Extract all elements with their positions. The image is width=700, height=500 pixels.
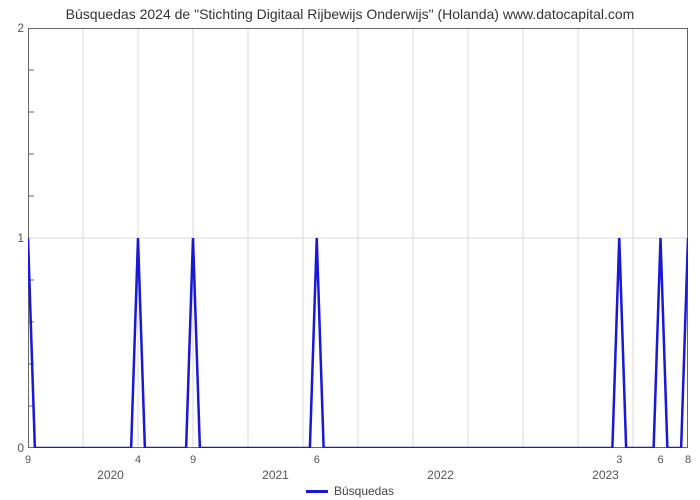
data-point-label: 6 — [657, 454, 663, 466]
chart-container: Búsquedas 2024 de "Stichting Digitaal Ri… — [0, 0, 700, 500]
plot-area: 01220202021202220239496368 — [28, 28, 688, 448]
data-point-label: 6 — [314, 454, 320, 466]
y-tick-label: 1 — [6, 231, 24, 245]
data-point-label: 3 — [616, 454, 622, 466]
legend: Búsquedas — [306, 484, 394, 498]
x-year-label: 2023 — [592, 468, 619, 482]
y-tick-label: 2 — [6, 21, 24, 35]
data-point-label: 4 — [135, 454, 141, 466]
x-year-label: 2020 — [97, 468, 124, 482]
legend-swatch — [306, 490, 328, 493]
data-point-label: 8 — [685, 454, 691, 466]
y-tick-label: 0 — [6, 441, 24, 455]
chart-svg — [28, 28, 688, 448]
chart-title: Búsquedas 2024 de "Stichting Digitaal Ri… — [0, 0, 700, 24]
legend-label: Búsquedas — [334, 484, 394, 498]
x-year-label: 2021 — [262, 468, 289, 482]
data-point-label: 9 — [25, 454, 31, 466]
x-year-label: 2022 — [427, 468, 454, 482]
data-point-label: 9 — [190, 454, 196, 466]
